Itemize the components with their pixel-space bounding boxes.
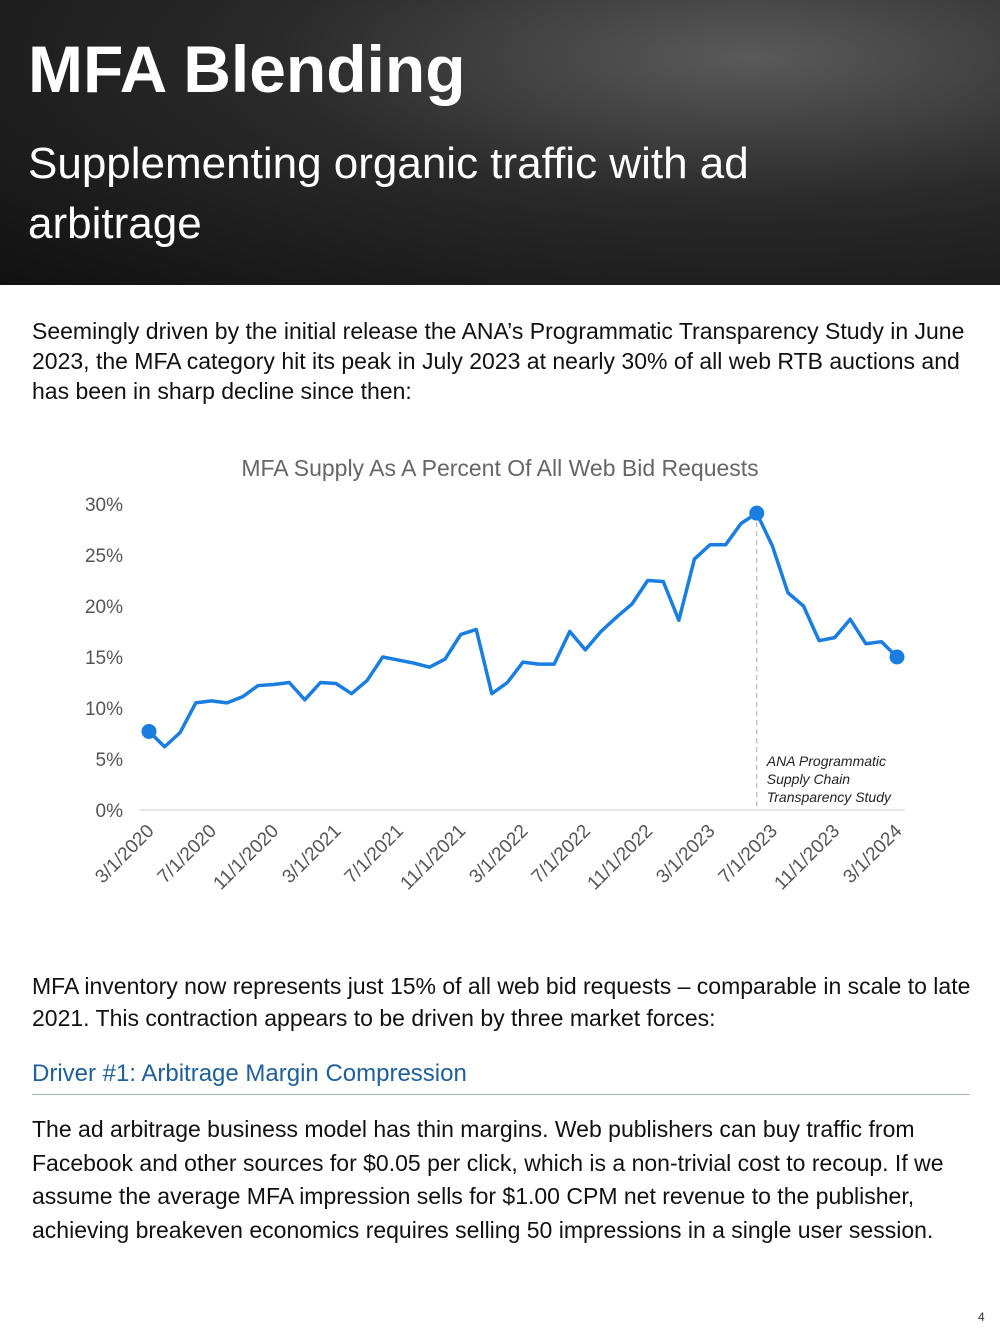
x-tick-label: 3/1/2023 — [652, 821, 719, 888]
y-tick-label: 10% — [85, 699, 123, 720]
annotation: ANA Programmatic — [766, 753, 886, 769]
y-tick-label: 30% — [85, 495, 123, 516]
paragraph: The ad arbitrage business model has thin… — [32, 1116, 944, 1243]
x-tick-label: 3/1/2024 — [839, 820, 906, 887]
paragraph: Seemingly driven by the initial release … — [32, 318, 965, 404]
y-tick-label: 20% — [85, 597, 123, 618]
annotation: Supply Chain — [767, 771, 850, 787]
paragraph: MFA inventory now represents just 15% of… — [32, 973, 971, 1031]
x-tick-label: 11/1/2023 — [771, 821, 845, 895]
x-tick-label: 11/1/2021 — [397, 821, 471, 895]
point-marker — [749, 505, 765, 521]
page-number: 4 — [978, 1310, 985, 1324]
y-tick-label: 0% — [96, 801, 124, 822]
x-tick-label: 11/1/2020 — [210, 821, 284, 895]
chart: MFA Supply As A Percent Of All Web Bid R… — [85, 455, 907, 895]
section-heading: Driver #1: Arbitrage Margin Compression — [32, 1060, 970, 1095]
x-tick-label: 3/1/2020 — [91, 821, 158, 888]
point-marker — [889, 649, 905, 665]
title: MFA Blending — [28, 32, 466, 106]
y-tick-label: 15% — [85, 648, 123, 669]
chart-title: MFA Supply As A Percent Of All Web Bid R… — [241, 455, 758, 481]
subtitle: Supplementing organic traffic with ad ar… — [28, 139, 749, 248]
header: MFA Blending Supplementing organic traff… — [0, 0, 1000, 285]
y-tick-label: 25% — [85, 546, 123, 567]
annotation: Transparency Study — [767, 789, 892, 805]
line — [147, 511, 899, 749]
x-tick-label: 3/1/2022 — [465, 821, 532, 888]
x-tick-label: 3/1/2021 — [278, 821, 345, 888]
y-tick-label: 5% — [96, 750, 124, 771]
point-marker — [141, 723, 157, 739]
x-tick-label: 11/1/2022 — [584, 821, 658, 895]
